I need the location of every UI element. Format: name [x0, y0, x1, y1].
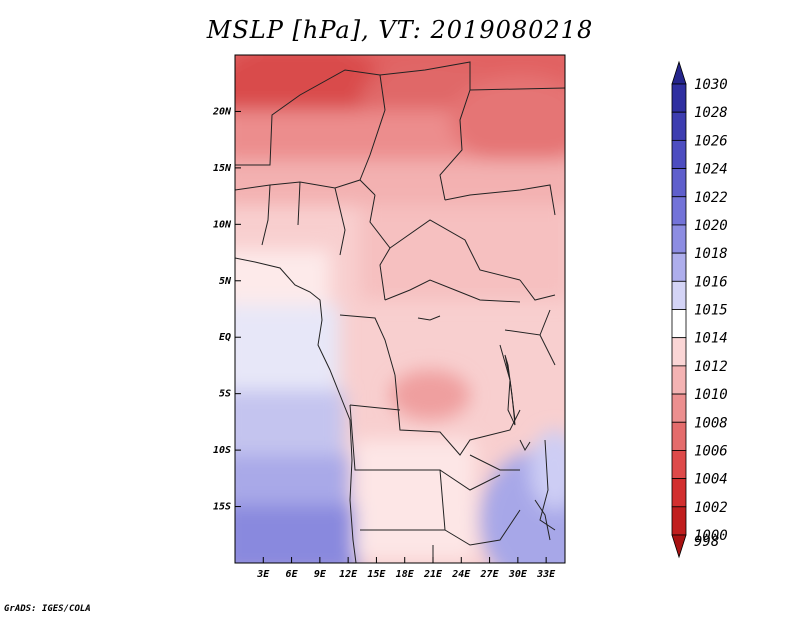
colorbar-label: 1024: [694, 162, 728, 178]
colorbar-label: 1006: [694, 443, 728, 459]
x-tick-label: 15E: [367, 569, 386, 580]
x-tick-label: 9E: [314, 569, 327, 580]
colorbar-segment: [671, 309, 687, 339]
colorbar-label: 1010: [694, 387, 728, 403]
y-axis: 20N 15N 10N 5N EQ 5S 10S 15S: [212, 106, 241, 513]
x-tick-label: 24E: [451, 569, 471, 580]
y-tick-label: 20N: [212, 106, 232, 117]
pressure-field: [235, 55, 565, 563]
x-tick-label: 6E: [286, 569, 299, 580]
y-tick-label: 5N: [219, 276, 232, 287]
colorbar-top-arrow: [671, 60, 687, 85]
colorbar-label: 998: [694, 534, 719, 550]
colorbar-label: 1004: [694, 472, 728, 488]
colorbar-segment: [671, 478, 687, 508]
credit-text: GrADS: IGES/COLA: [4, 604, 91, 614]
x-tick-label: 18E: [396, 569, 415, 580]
colorbar-segment: [671, 83, 687, 113]
colorbar-label: 1030: [694, 77, 728, 93]
colorbar-segment: [671, 506, 687, 536]
x-tick-label: 21E: [423, 569, 443, 580]
colorbar-segment: [671, 421, 687, 451]
colorbar-label: 1008: [694, 415, 728, 431]
colorbar: 1030 1028 1026 1024 1022 1020 1018 1016 1015 1014…: [671, 60, 728, 559]
colorbar-label: 1002: [694, 500, 728, 516]
x-tick-label: 30E: [508, 569, 528, 580]
chart-title: MSLP [hPa], VT: 2019080218: [206, 16, 594, 44]
y-tick-label: EQ: [219, 332, 231, 343]
colorbar-segment: [671, 393, 687, 423]
y-tick-label: 10N: [213, 219, 232, 230]
colorbar-label: 1016: [694, 274, 728, 290]
colorbar-segment: [671, 224, 687, 254]
x-tick-label: 33E: [536, 569, 556, 580]
colorbar-label: 1012: [694, 359, 728, 375]
colorbar-label: 1020: [694, 218, 728, 234]
colorbar-segment: [671, 111, 687, 141]
colorbar-label: 1014: [694, 331, 728, 347]
colorbar-label: 1026: [694, 133, 728, 149]
colorbar-segment: [671, 196, 687, 226]
colorbar-segment: [671, 280, 687, 310]
y-tick-label: 5S: [219, 389, 231, 400]
colorbar-segment: [671, 365, 687, 395]
country-borders: [235, 61, 565, 563]
y-tick-label: 15S: [213, 502, 231, 513]
x-tick-label: 12E: [339, 569, 358, 580]
x-axis: 3E 6E 9E 12E 15E 18E 21E 24E 27E 30E 33E: [256, 557, 556, 580]
colorbar-segment: [671, 337, 687, 367]
colorbar-label: 1028: [694, 105, 728, 121]
colorbar-segment: [671, 252, 687, 282]
colorbar-segment: [671, 450, 687, 480]
colorbar-label: 1022: [694, 190, 728, 206]
y-tick-label: 10S: [213, 445, 231, 456]
colorbar-segment: [671, 168, 687, 198]
x-tick-label: 3E: [256, 569, 270, 580]
y-tick-label: 15N: [213, 163, 232, 174]
colorbar-label: 1015: [694, 303, 728, 319]
x-tick-label: 27E: [480, 569, 500, 580]
colorbar-label: 1018: [694, 246, 728, 262]
colorbar-bottom-arrow: [671, 534, 687, 559]
colorbar-label: 1000: [694, 528, 728, 544]
colorbar-segment: [671, 139, 687, 169]
